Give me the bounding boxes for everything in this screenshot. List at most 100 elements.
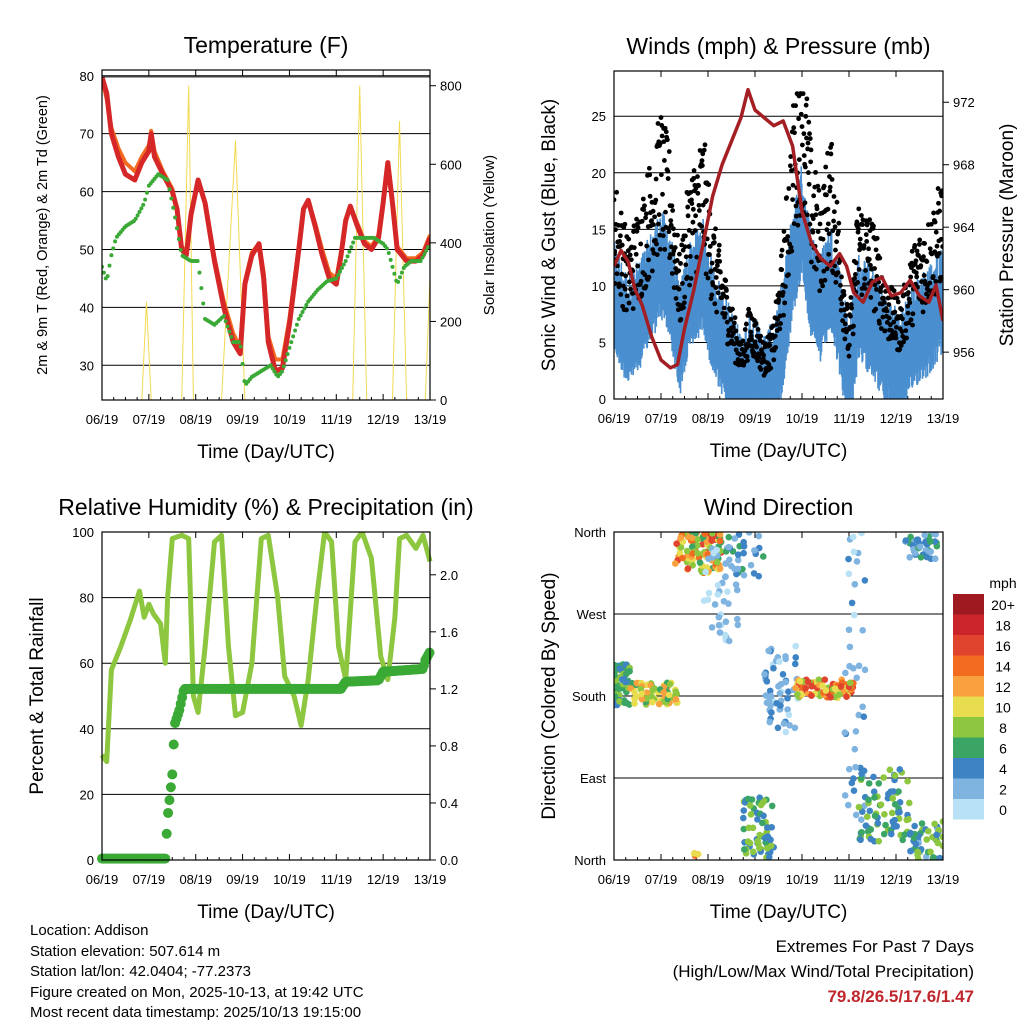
direction-point: [672, 560, 679, 567]
direction-point: [906, 553, 914, 561]
direction-point: [905, 816, 912, 823]
direction-point: [914, 851, 921, 859]
gust-point: [708, 268, 714, 274]
dewpoint-point: [343, 259, 348, 264]
gust-point: [820, 236, 826, 242]
gust-point: [643, 215, 648, 221]
gust-point: [884, 308, 890, 314]
direction-point: [796, 678, 804, 685]
direction-point: [767, 836, 774, 844]
dewpoint-point: [176, 237, 181, 242]
direction-point: [744, 795, 752, 803]
gust-point: [711, 235, 717, 241]
direction-point: [760, 812, 767, 820]
gust-point: [852, 276, 858, 281]
direction-point: [722, 618, 730, 626]
gust-point: [714, 309, 720, 315]
gust-point: [886, 315, 892, 321]
direction-point: [745, 532, 753, 536]
rh-ytick-right-label: 2.0: [440, 568, 458, 583]
direction-point: [852, 811, 860, 819]
rh-xtick-label: 12/19: [367, 872, 400, 887]
gust-point: [839, 274, 844, 280]
direction-point: [689, 550, 696, 557]
gust-point: [668, 222, 674, 228]
gust-point: [651, 222, 656, 227]
direction-point: [895, 788, 902, 795]
dewpoint-point: [347, 249, 352, 254]
dewpoint-point: [396, 279, 401, 284]
direction-point: [914, 536, 922, 543]
gust-point: [716, 248, 722, 253]
gust-point: [638, 278, 644, 284]
direction-point: [875, 837, 883, 845]
gust-point: [787, 163, 793, 169]
gust-point: [781, 312, 786, 318]
gust-point: [810, 216, 816, 222]
direction-point: [785, 711, 793, 719]
gust-point: [745, 357, 750, 363]
gust-point: [640, 196, 646, 202]
direction-point: [902, 537, 910, 544]
gust-point: [831, 209, 837, 215]
direction-point: [808, 683, 816, 690]
rh-xtick-label: 08/19: [179, 872, 212, 887]
gust-point: [803, 102, 809, 108]
rainfall-point: [168, 739, 179, 750]
direction-point: [874, 819, 882, 827]
direction-point: [666, 681, 674, 688]
direction-point: [845, 570, 853, 578]
legend-label: 12: [995, 679, 1011, 695]
dewpoint-point: [197, 270, 202, 275]
direction-point: [858, 828, 865, 836]
gust-point: [775, 317, 780, 322]
gust-point: [795, 222, 801, 228]
temp-xtick-label: 08/19: [179, 412, 212, 427]
direction-point: [710, 549, 717, 557]
gust-point: [647, 193, 653, 199]
rainfall-point: [160, 853, 171, 864]
gust-point: [755, 326, 761, 332]
gust-point: [707, 252, 712, 257]
dir-xtick-label: 13/19: [927, 872, 960, 887]
gust-point: [680, 281, 685, 286]
gust-point: [893, 324, 899, 330]
gust-point: [863, 268, 868, 273]
gust-point: [834, 199, 840, 205]
gust-point: [786, 186, 792, 191]
rh-ytick-label: 0: [87, 853, 94, 868]
wind-xtick-label: 08/19: [692, 411, 725, 426]
rh-ytick-label: 100: [72, 525, 94, 540]
station-elevation: Station elevation: 507.614 m: [30, 942, 221, 960]
gust-point: [872, 266, 877, 271]
gust-point: [646, 274, 652, 280]
gust-point: [779, 267, 785, 273]
dewpoint-point: [105, 274, 110, 279]
wind-ytick-label: 25: [592, 109, 606, 124]
gust-point: [801, 153, 807, 159]
gust-point: [713, 226, 718, 232]
gust-point: [939, 275, 943, 280]
gust-point: [845, 305, 850, 311]
direction-point: [638, 690, 646, 698]
direction-point: [863, 813, 871, 821]
direction-point: [850, 787, 858, 795]
gust-point: [831, 218, 836, 224]
temp-plot-area: [102, 76, 430, 400]
rh-xtick-label: 07/19: [133, 872, 166, 887]
gust-point: [715, 263, 720, 268]
gust-point: [934, 243, 940, 249]
gust-point: [655, 221, 661, 227]
temp-ytick-label: 80: [80, 69, 94, 84]
direction-point: [735, 532, 743, 538]
gust-point: [663, 129, 669, 135]
rainfall-point: [167, 769, 178, 780]
dewpoint-point: [174, 226, 179, 231]
dewpoint-point: [167, 187, 172, 192]
dir-ylabel: Direction (Colored By Speed): [539, 572, 560, 819]
gust-point: [856, 267, 862, 272]
gust-point: [628, 257, 634, 263]
direction-point: [616, 698, 623, 705]
direction-point: [907, 847, 914, 855]
direction-point: [767, 692, 775, 700]
